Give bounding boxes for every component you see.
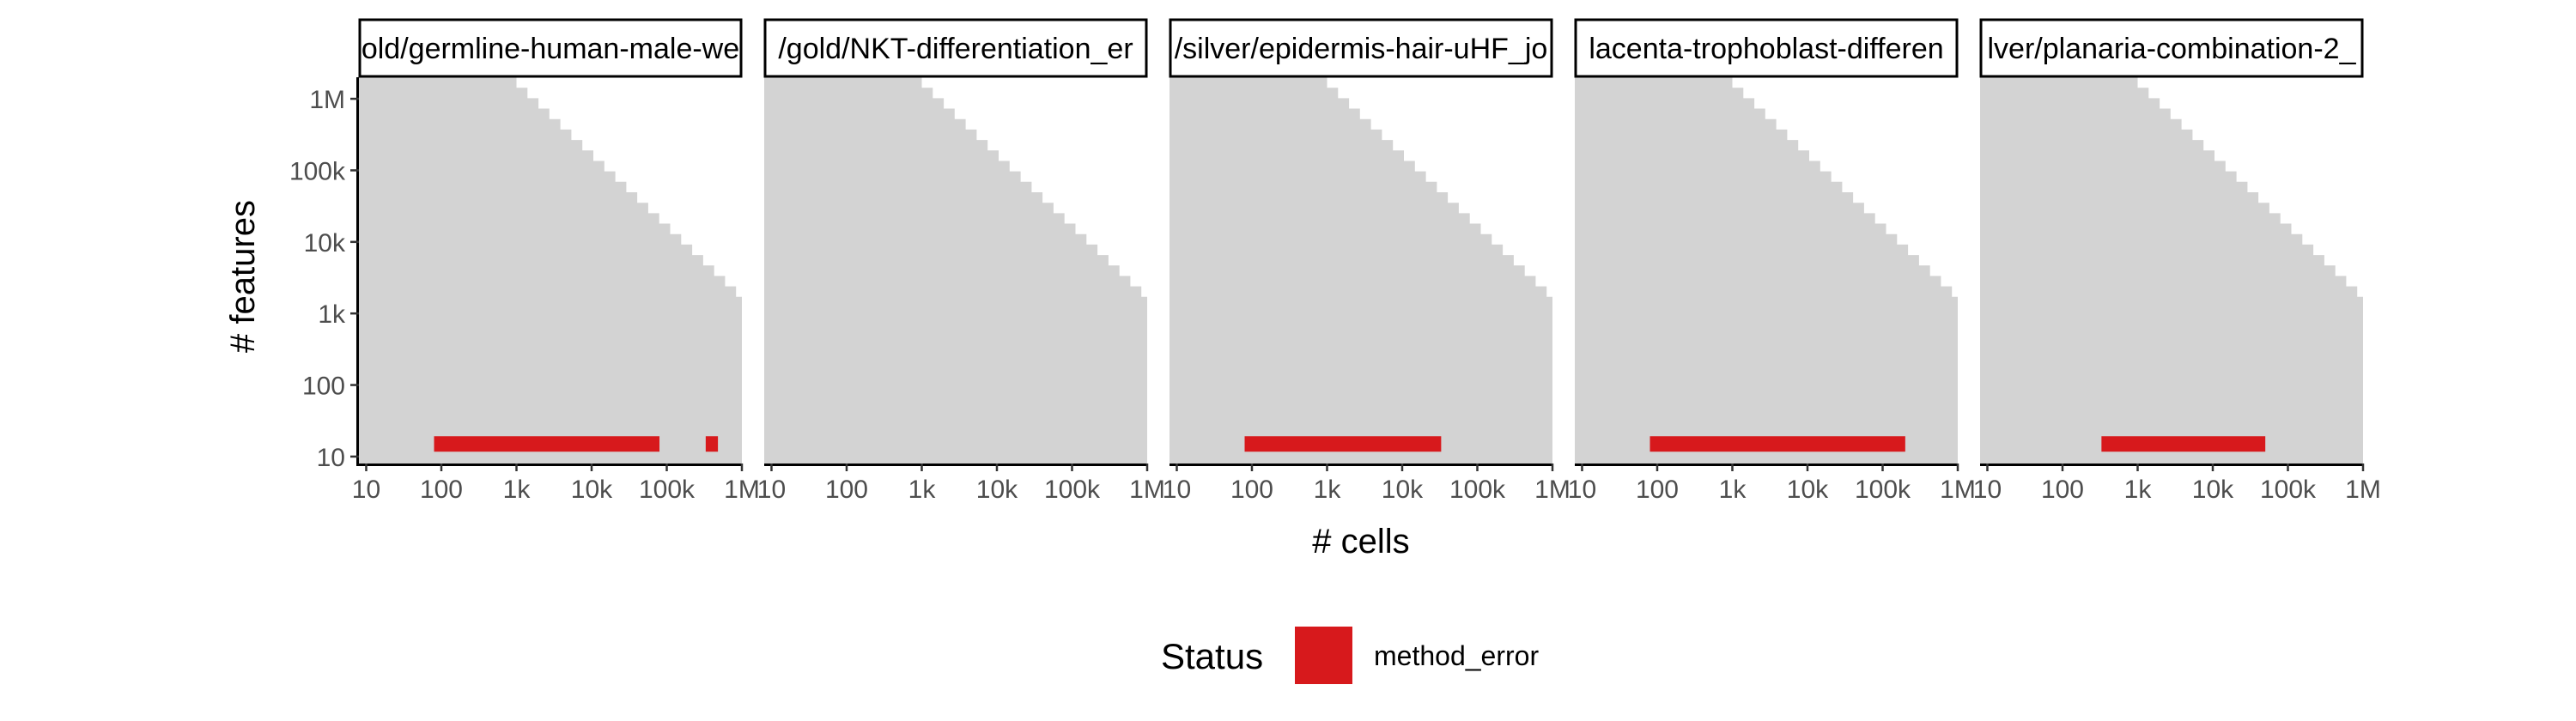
x-tick-label: 1k (2124, 476, 2153, 504)
facet-panel: lacenta-trophoblast-differen 10 100 1k 10k 10… (1568, 18, 1976, 504)
y-tick-label: 10k (304, 229, 346, 258)
legend-title: Status (1161, 636, 1263, 676)
x-tick-label: 100 (1230, 476, 1273, 504)
x-tick-label: 100 (420, 476, 463, 504)
facet-label: /silver/epidermis-hair-uHF_jo (1175, 33, 1548, 65)
y-tick-label: 10 (317, 444, 345, 472)
facet-panels: old/germline-human-male-we 10 100 1k 10k 100k… (289, 18, 2381, 504)
facet-panel: /gold/NKT-differentiation_er 10 100 1k 10k 10… (757, 18, 1165, 504)
facet-label: old/germline-human-male-we (361, 33, 739, 65)
x-tick-label: 100 (825, 476, 868, 504)
feasible-region (764, 77, 1147, 464)
x-tick-label: 100k (1449, 476, 1506, 504)
x-tick-label: 10 (1973, 476, 2002, 504)
x-tick-label: 100k (1044, 476, 1101, 504)
facet-strip: old/germline-human-male-we (358, 18, 743, 78)
x-tick-label: 100 (1636, 476, 1679, 504)
x-tick-label: 100k (1855, 476, 1911, 504)
x-tick-label: 1k (1314, 476, 1342, 504)
x-tick-label: 10 (1568, 476, 1596, 504)
x-tick-label: 10k (571, 476, 613, 504)
x-tick-label: 10k (1382, 476, 1424, 504)
facet-panel: lver/planaria-combination-2_ 10 100 1k 10k 10… (1973, 18, 2381, 504)
x-tick-label: 1M (1534, 476, 1571, 504)
facet-strip: lacenta-trophoblast-differen (1574, 18, 1959, 78)
x-tick-label: 1M (2345, 476, 2381, 504)
y-tick-label: 1k (318, 300, 346, 329)
x-tick-label: 10k (1787, 476, 1829, 504)
facet-panel: /silver/epidermis-hair-uHF_jo 10 100 1k 10k 1… (1163, 18, 1571, 504)
legend-key-method-error (1295, 627, 1352, 684)
method-error-bar (434, 436, 660, 452)
x-tick-label: 100k (2260, 476, 2317, 504)
y-tick-label: 100 (302, 373, 345, 401)
x-tick-label: 1M (1129, 476, 1165, 504)
y-tick-label: 1M (309, 86, 345, 114)
facet-strip: lver/planaria-combination-2_ (1979, 18, 2364, 78)
x-tick-label: 10 (1163, 476, 1191, 504)
method-error-bar (705, 436, 719, 452)
feasible-region (359, 77, 742, 464)
facet-panel: old/germline-human-male-we 10 100 1k 10k 100k… (289, 18, 760, 504)
x-tick-label: 100 (2041, 476, 2084, 504)
facet-label: lver/planaria-combination-2_ (1987, 33, 2356, 65)
facet-label: lacenta-trophoblast-differen (1589, 33, 1943, 65)
x-tick-label: 10k (976, 476, 1018, 504)
x-tick-label: 10 (352, 476, 380, 504)
feasible-region (1980, 77, 2363, 464)
method-error-bar (2101, 436, 2266, 452)
facet-label: /gold/NKT-differentiation_er (778, 33, 1133, 65)
x-tick-label: 1M (1940, 476, 1976, 504)
method-error-bar (1649, 436, 1905, 452)
x-tick-label: 1M (724, 476, 760, 504)
y-tick-label: 100k (289, 157, 346, 185)
legend: Status method_error (1161, 627, 1539, 684)
legend-label-method-error: method_error (1374, 640, 1539, 671)
feasible-region (1170, 77, 1552, 464)
y-axis-title: # features (224, 200, 262, 353)
facet-strip: /gold/NKT-differentiation_er (763, 18, 1148, 78)
x-tick-label: 1k (908, 476, 937, 504)
x-tick-label: 1k (503, 476, 532, 504)
method-error-bar (1244, 436, 1442, 452)
x-tick-label: 10 (757, 476, 786, 504)
feasible-region (1575, 77, 1958, 464)
x-tick-label: 1k (1719, 476, 1747, 504)
x-tick-label: 100k (639, 476, 696, 504)
facet-strip: /silver/epidermis-hair-uHF_jo (1169, 18, 1553, 78)
x-tick-label: 10k (2192, 476, 2234, 504)
x-axis-title: # cells (1312, 523, 1409, 560)
